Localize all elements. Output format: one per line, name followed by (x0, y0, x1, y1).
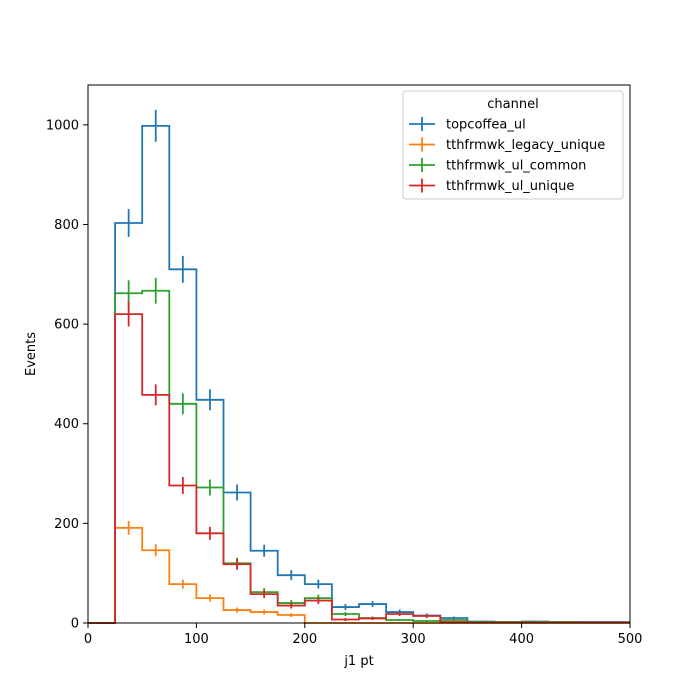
legend-label: topcoffea_ul (446, 118, 526, 133)
plot-frame (87, 84, 631, 624)
legend-item: tthfrmwk_ul_common (409, 158, 586, 174)
legend-title: channel (487, 97, 538, 112)
x-tick-label: 500 (618, 632, 643, 647)
legend: channel topcoffea_ul tthfrmwk_legacy_uniq… (402, 90, 624, 200)
y-axis-label: Events (24, 332, 39, 376)
y-tick-label: 800 (54, 218, 79, 233)
legend-item: tthfrmwk_legacy_unique (409, 137, 605, 153)
y-tick-label: 200 (54, 517, 79, 532)
legend-item: topcoffea_ul (409, 117, 526, 133)
y-tick-label: 400 (54, 417, 79, 432)
x-tick-label: 300 (401, 632, 426, 647)
y-tick-label: 0 (71, 617, 79, 632)
legend-label: tthfrmwk_ul_common (446, 159, 586, 174)
y-tick-label: 1000 (46, 118, 79, 133)
legend-label: tthfrmwk_legacy_unique (446, 138, 605, 153)
legend-box (402, 90, 624, 200)
x-tick-label: 200 (292, 632, 317, 647)
axes-layer: 0 100 200 300 400 500 0 200 400 600 800 1000 (46, 84, 643, 647)
x-tick-label: 0 (84, 632, 92, 647)
x-tick-label: 400 (509, 632, 534, 647)
x-axis-label: j1 pt (343, 654, 373, 669)
y-tick-label: 600 (54, 318, 79, 333)
legend-label: tthfrmwk_ul_unique (446, 179, 574, 194)
legend-item: tthfrmwk_ul_unique (409, 178, 574, 194)
x-tick-label: 100 (184, 632, 209, 647)
